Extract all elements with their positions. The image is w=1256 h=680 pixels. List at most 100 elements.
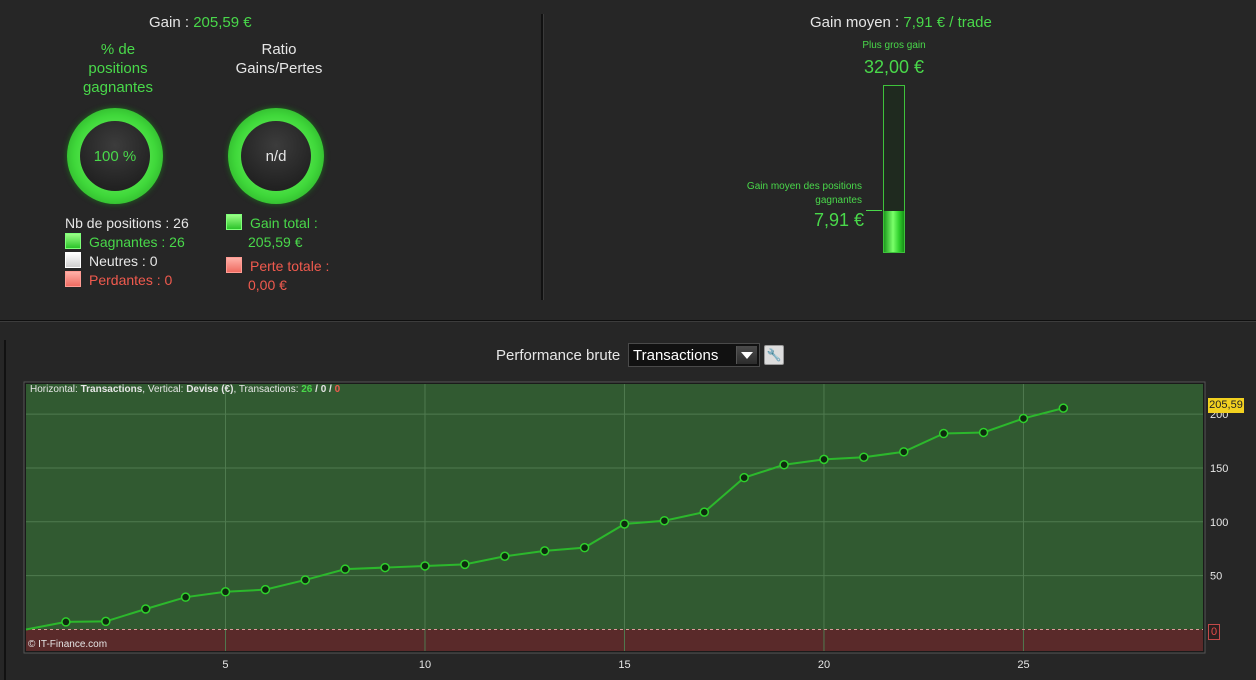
losing-positions: Perdantes : 0	[65, 271, 172, 290]
gain-value: 205,59 €	[193, 14, 252, 31]
data-point	[899, 447, 909, 457]
winning-positions: Gagnantes : 26	[65, 233, 185, 252]
chevron-down-icon[interactable]	[736, 346, 757, 364]
data-point	[819, 454, 829, 465]
gauge-pointer-arrow	[866, 210, 882, 211]
data-point	[539, 546, 550, 556]
left-edge	[4, 340, 6, 680]
zero-value-badge: 0	[1208, 624, 1220, 640]
ratio-title: Ratio Gains/Pertes	[219, 40, 339, 78]
x-tick-label: 25	[1017, 659, 1029, 671]
positions-count: Nb de positions : 26	[65, 215, 189, 231]
avg-gain-value: 7,91 € / trade	[903, 14, 992, 31]
data-point	[420, 561, 430, 571]
data-point	[340, 564, 350, 574]
win-pct-title-line: positions	[88, 60, 148, 77]
y-tick-label: 100	[1210, 517, 1228, 529]
chart-info-sep: /	[326, 384, 335, 395]
data-point	[699, 507, 710, 517]
chart-info-losses: 0	[334, 384, 341, 395]
data-point	[500, 551, 510, 562]
win-pct-title-line: % de	[100, 41, 136, 58]
section-divider	[0, 320, 1256, 322]
losing-label: Perdantes : 0	[89, 272, 173, 288]
chart-info-trans: , Transactions:	[233, 384, 302, 395]
avg-win-value: 7,91 €	[813, 210, 864, 230]
chart-info-mid: , Vertical:	[142, 384, 187, 395]
legend-white-square	[65, 252, 81, 268]
win-pct-value: 100 %	[80, 121, 150, 191]
x-tick-label: 5	[222, 659, 228, 671]
neutral-positions: Neutres : 0	[65, 252, 157, 271]
legend-green-square	[65, 233, 81, 249]
data-point	[220, 587, 231, 597]
summary-panel: Gain : 205,59 € % de positions gagnantes…	[0, 0, 1256, 320]
legend-green-square	[226, 214, 242, 230]
data-point	[101, 616, 111, 627]
winning-label: Gagnantes : 26	[89, 234, 185, 250]
gain-title: Gain : 205,59 €	[149, 14, 252, 31]
total-gain-value: 205,59 €	[248, 234, 303, 250]
data-point	[380, 562, 390, 573]
performance-mode-value: Transactions	[633, 347, 719, 364]
data-point	[260, 584, 271, 595]
gain-label: Gain :	[149, 14, 194, 31]
data-point	[140, 604, 151, 614]
ratio-ring: n/d	[228, 108, 324, 204]
win-pct-title-line: gagnantes	[82, 79, 154, 96]
chart-settings-button[interactable]: 🔧	[764, 345, 784, 365]
data-point	[1058, 403, 1069, 413]
total-gain-label: Gain total :	[250, 215, 318, 231]
chart-info: Horizontal: Transactions, Vertical: Devi…	[30, 384, 340, 395]
data-point	[180, 592, 191, 602]
data-point	[779, 459, 789, 470]
data-point	[739, 472, 749, 483]
avg-win-label: Gain moyen des positions gagnantes	[700, 180, 862, 208]
chart-info-horizontal: Transactions	[80, 384, 143, 395]
performance-title: Performance brute	[496, 347, 621, 364]
chart-info-vertical: Devise (€)	[186, 384, 234, 395]
data-point	[859, 452, 869, 462]
max-gain-value: 32,00 €	[863, 57, 925, 77]
avg-win-label-line: gagnantes	[815, 195, 862, 206]
ratio-title-line: Gains/Pertes	[235, 60, 323, 77]
total-loss: Perte totale :	[226, 257, 329, 276]
chart-info-prefix: Horizontal:	[30, 384, 81, 395]
total-gain: Gain total :	[226, 214, 318, 233]
ratio-value: n/d	[241, 121, 311, 191]
win-pct-title: % de positions gagnantes	[58, 40, 178, 97]
chart-info-wins: 26	[301, 384, 313, 395]
win-pct-ring: 100 %	[67, 108, 163, 204]
avg-win-label-line: Gain moyen des positions	[746, 181, 862, 192]
copyright: © IT-Finance.com	[28, 639, 108, 650]
panel-divider	[541, 14, 544, 300]
data-point	[1018, 413, 1029, 424]
data-point	[579, 542, 590, 553]
performance-mode-select[interactable]: Transactions	[628, 343, 760, 367]
data-point	[460, 559, 470, 570]
x-tick-label: 15	[618, 659, 630, 671]
data-point	[659, 515, 670, 526]
ratio-title-line: Ratio	[261, 41, 297, 58]
data-point	[619, 519, 630, 529]
y-tick-label: 50	[1210, 571, 1222, 583]
neutral-label: Neutres : 0	[89, 253, 158, 269]
avg-gain-gauge-fill	[884, 211, 904, 252]
avg-gain-title: Gain moyen : 7,91 € / trade	[810, 14, 992, 31]
chart-info-sep: /	[312, 384, 321, 395]
data-point	[978, 427, 989, 438]
legend-red-square	[226, 257, 242, 273]
wrench-icon: 🔧	[766, 348, 782, 362]
max-gain-label: Plus gros gain	[862, 40, 926, 51]
total-loss-value: 0,00 €	[248, 277, 287, 293]
x-tick-label: 10	[419, 659, 431, 671]
x-tick-label: 20	[818, 659, 830, 671]
chart-info-neutral: 0	[320, 384, 327, 395]
last-value-badge: 205,59	[1208, 398, 1244, 413]
avg-gain-gauge	[883, 85, 905, 253]
total-loss-label: Perte totale :	[250, 258, 330, 274]
data-point	[61, 617, 71, 627]
data-point	[300, 575, 311, 585]
legend-red-square	[65, 271, 81, 287]
